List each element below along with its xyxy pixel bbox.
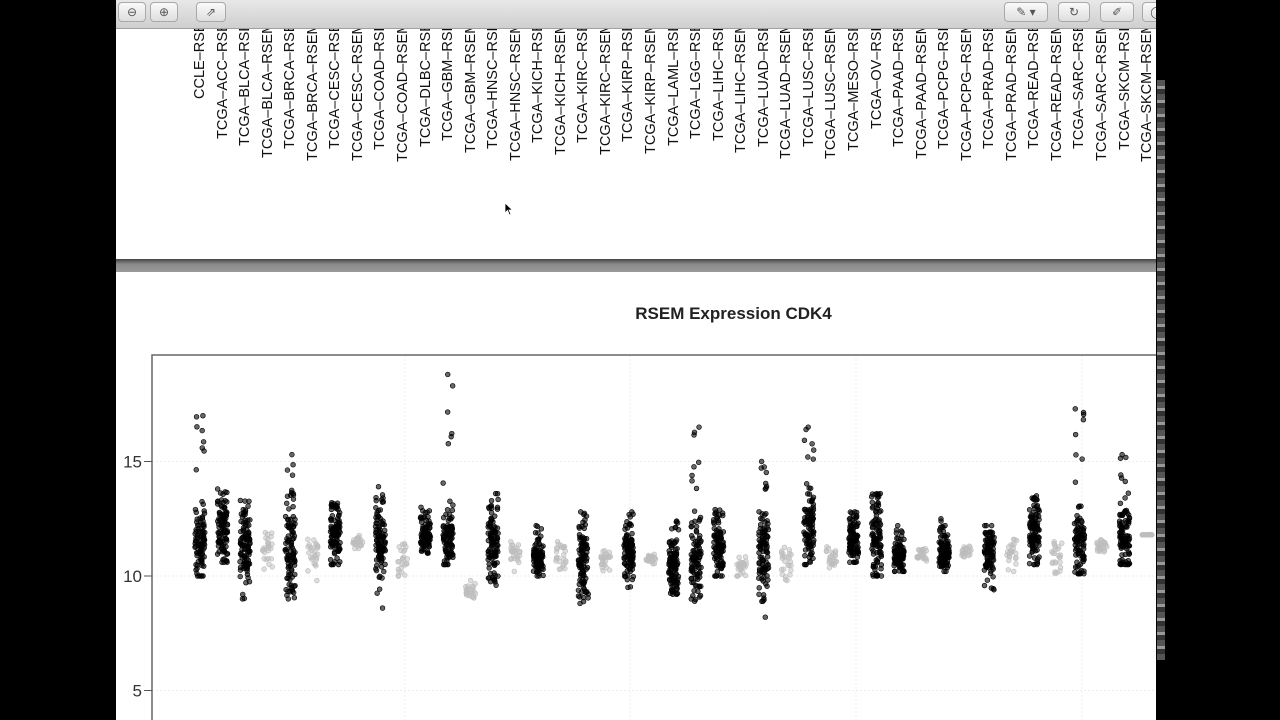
x-tick-label: TCGA–MESO–RSE [845,28,862,151]
pdf-page-previous: CCLE–RSE TCGA–ACC–RSE TCGA–BLCA–RSE TCGA–BL… [116,28,1156,259]
x-tick-label: TCGA–LUAD–RSE [755,28,772,147]
annotate-pen-icon: ✎ ▾ [1016,5,1036,19]
edit-icon: ✐ [1111,5,1123,19]
x-tick-label: TCGA–COAD–RSE [372,28,389,151]
x-tick-label: TCGA–BRCA–RSEM [304,28,321,161]
x-tick-label: TCGA–READ–RSE [1026,28,1043,149]
x-tick-label: CCLE–RSE [192,28,208,99]
annotate-pen-button[interactable]: ✎ ▾ [1004,2,1048,22]
share-button[interactable]: ⇗ [196,2,226,22]
x-tick-label: TCGA–SARC–RSEM [1094,28,1110,161]
x-tick-label: TCGA–LGG–RSE [688,28,705,139]
share-icon: ⇗ [205,5,217,19]
x-tick-label: TCGA–KICH–RSEM [552,28,569,155]
rotate-icon: ↻ [1068,5,1080,19]
mouse-cursor-icon [504,202,514,216]
x-tick-label: TCGA–PAAD–RSEM [913,28,930,159]
x-tick-label: TCGA–SKCM–RSEM [1139,28,1156,163]
x-tick-label: TCGA–DLBC–RSE [417,28,434,147]
x-tick-label: TCGA–KICH–RSE [530,28,547,143]
search-icon: ◯ [1150,5,1156,19]
x-tick-label: TCGA–SKCM–RSE [1116,28,1133,151]
x-tick-label: TCGA–OV–RSE [868,28,885,130]
zoom-out-button[interactable]: ⊖ [118,2,146,22]
x-tick-label: TCGA–LUSC–RSEM [823,28,840,159]
x-tick-label: TCGA–HNSC–RSE [485,28,502,150]
x-tick-label: TCGA–SARC–RSE [1071,28,1088,149]
rotate-button[interactable]: ↻ [1058,2,1090,22]
x-tick-label: TCGA–PRAD–RSE [981,28,998,149]
x-tick-label: TCGA–READ–RSEM [1048,28,1065,161]
zoom-out-icon: ⊖ [126,5,138,19]
search-button[interactable]: ◯ [1142,2,1156,22]
chart-title: RSEM Expression CDK4 [635,304,832,323]
x-tick-label: TCGA–PCPG–RSEM [958,28,975,162]
x-tick-label: TCGA–BLCA–RSEM [259,28,276,159]
page-separator [116,259,1156,272]
x-tick-label: TCGA–PCPG–RSE [936,28,953,150]
x-tick-label: TCGA–KIRC–RSEM [597,28,614,155]
x-tick-label: TCGA–ACC–RSE [214,28,231,139]
x-tick-label: TCGA–CESC–RSE [327,28,344,149]
toolbar: ⊖ ⊕ ⇗ ✎ ▾ ↻ ✐ ◯ [116,0,1156,29]
preview-window: ⊖ ⊕ ⇗ ✎ ▾ ↻ ✐ ◯ CCLE–RSE TCGA–ACC–RSE TCGA–BLCA–… [116,0,1156,720]
x-tick-label: TCGA–KIRP–RSEM [643,28,659,155]
x-tick-label: TCGA–BRCA–RSE [282,28,299,149]
pdf-page-current: RSEM Expression CDK4 [116,272,1156,720]
x-tick-label: TCGA–LIHC–RSEM [733,28,750,154]
x-tick-label: TCGA–LAML–RSE [665,28,682,147]
x-tick-label: TCGA–CESC–RSEM [349,28,366,161]
x-tick-label: TCGA–KIRP–RSE [620,28,637,143]
x-tick-label: TCGA–LUAD–RSEM [778,28,795,159]
edit-button[interactable]: ✐ [1100,2,1134,22]
background-window-edge [1157,80,1165,660]
x-tick-label: TCGA–KIRC–RSE [575,28,592,143]
zoom-in-icon: ⊕ [158,5,170,19]
x-tick-label: TCGA–HNSC–RSEM [507,28,524,162]
x-tick-label: TCGA–PRAD–RSEM [1003,28,1020,161]
x-tick-label: TCGA–GBM–RSE [440,28,457,142]
x-tick-label: TCGA–LUSC–RSE [800,28,817,147]
x-tick-label: TCGA–BLCA–RSE [237,28,254,147]
zoom-in-button[interactable]: ⊕ [150,2,178,22]
x-tick-label: TCGA–PAAD–RSE [891,28,908,147]
x-tick-label: TCGA–GBM–RSEM [462,28,479,154]
x-tick-label: TCGA–LIHC–RSE [710,28,727,142]
x-tick-label: TCGA–COAD–RSEM [394,28,411,163]
